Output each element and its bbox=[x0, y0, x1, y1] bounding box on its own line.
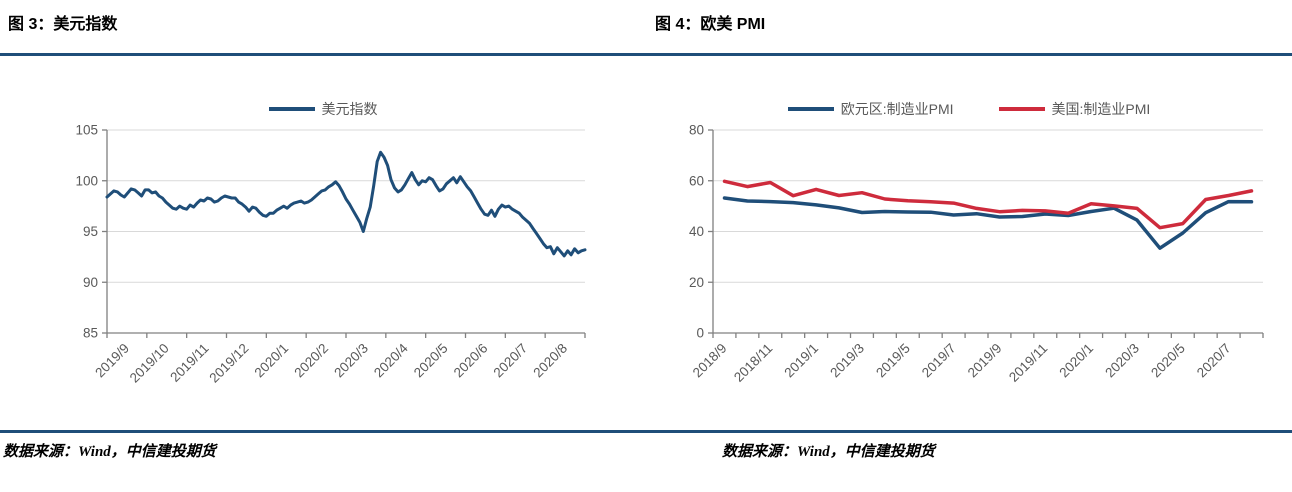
svg-text:2020/8: 2020/8 bbox=[530, 341, 570, 381]
svg-text:20: 20 bbox=[689, 275, 704, 290]
figure4-caption: 图 4：欧美 PMI bbox=[655, 16, 766, 33]
svg-text:2019/11: 2019/11 bbox=[1006, 341, 1050, 385]
us-pmi-line bbox=[722, 179, 1254, 230]
svg-text:100: 100 bbox=[75, 173, 98, 188]
y-axis-labels: 85 90 95 100 105 bbox=[75, 123, 98, 341]
svg-text:85: 85 bbox=[83, 326, 98, 341]
pmi-plot: 0 20 40 60 80 2018/9 2018/11 2019/1 2019/3 2019/5… bbox=[689, 123, 1264, 385]
svg-text:2019/5: 2019/5 bbox=[873, 341, 913, 381]
svg-text:40: 40 bbox=[689, 224, 704, 239]
legend-line-swatch bbox=[998, 107, 1045, 111]
svg-text:2019/12: 2019/12 bbox=[206, 341, 251, 386]
us-pmi-legend-item: 美国:制造业PMI bbox=[998, 99, 1151, 119]
svg-text:105: 105 bbox=[75, 123, 98, 138]
svg-text:2019/9: 2019/9 bbox=[965, 341, 1005, 381]
svg-text:2020/1: 2020/1 bbox=[252, 341, 292, 381]
svg-text:2019/3: 2019/3 bbox=[827, 341, 867, 381]
y-axis-labels: 0 20 40 60 80 bbox=[689, 123, 704, 341]
usd-index-chart: 美元指数 85 90 95 100 105 2019/9 2019/10 2019/11 201… bbox=[0, 56, 646, 404]
svg-text:2018/9: 2018/9 bbox=[690, 341, 730, 381]
svg-text:2020/6: 2020/6 bbox=[451, 341, 491, 381]
legend-line-swatch bbox=[268, 107, 315, 111]
eurozone-pmi-line bbox=[722, 196, 1254, 250]
pmi-legend: 欧元区:制造业PMI 美国:制造业PMI bbox=[646, 96, 1292, 122]
gridlines bbox=[713, 129, 1263, 283]
svg-text:60: 60 bbox=[689, 173, 704, 188]
svg-text:2020/5: 2020/5 bbox=[1148, 341, 1188, 381]
footer-divider bbox=[0, 430, 1292, 433]
svg-text:2020/5: 2020/5 bbox=[411, 341, 451, 381]
eu-us-pmi-chart: 欧元区:制造业PMI 美国:制造业PMI 0 20 40 60 80 2018/9 2018/… bbox=[646, 56, 1292, 404]
figure3-caption: 图 3：美元指数 bbox=[8, 16, 118, 33]
usd-index-legend-item: 美元指数 bbox=[268, 99, 378, 119]
svg-text:2019/7: 2019/7 bbox=[919, 341, 959, 381]
sources-row: 数据来源：Wind，中信建投期货 数据来源：Wind，中信建投期货 bbox=[0, 433, 1292, 461]
svg-text:80: 80 bbox=[689, 123, 704, 138]
svg-text:2020/2: 2020/2 bbox=[291, 341, 331, 381]
usd-index-line bbox=[105, 150, 587, 258]
legend-label: 欧元区:制造业PMI bbox=[840, 101, 954, 117]
legend-line-swatch bbox=[787, 107, 834, 111]
svg-text:2019/10: 2019/10 bbox=[127, 341, 172, 386]
charts-row: 美元指数 85 90 95 100 105 2019/9 2019/10 2019/11 201… bbox=[0, 56, 1292, 404]
svg-text:95: 95 bbox=[83, 224, 98, 239]
svg-text:2020/4: 2020/4 bbox=[371, 340, 411, 380]
header-divider bbox=[0, 53, 1292, 56]
figure-captions-row: 图 3：美元指数 图 4：欧美 PMI bbox=[0, 0, 1292, 53]
axes bbox=[708, 129, 1264, 338]
gridlines bbox=[107, 129, 585, 283]
figure4-source: 数据来源：Wind，中信建投期货 bbox=[722, 444, 935, 460]
svg-text:2020/7: 2020/7 bbox=[491, 341, 531, 381]
figure3-source: 数据来源：Wind，中信建投期货 bbox=[3, 444, 216, 460]
axes bbox=[102, 129, 586, 338]
svg-text:2020/3: 2020/3 bbox=[331, 341, 371, 381]
svg-text:2018/11: 2018/11 bbox=[731, 341, 775, 385]
eurozone-pmi-legend-item: 欧元区:制造业PMI bbox=[787, 99, 954, 119]
svg-text:2019/1: 2019/1 bbox=[781, 341, 821, 381]
svg-text:2019/11: 2019/11 bbox=[167, 341, 211, 385]
svg-text:90: 90 bbox=[83, 275, 98, 290]
svg-text:0: 0 bbox=[696, 326, 704, 341]
svg-text:2020/3: 2020/3 bbox=[1102, 341, 1142, 381]
footer-spacer bbox=[0, 404, 1292, 430]
svg-text:2020/7: 2020/7 bbox=[1194, 341, 1234, 381]
usd-index-legend: 美元指数 bbox=[0, 96, 646, 122]
x-axis-labels: 2018/9 2018/11 2019/1 2019/3 2019/5 2019/7 201… bbox=[690, 341, 1234, 385]
svg-text:2020/1: 2020/1 bbox=[1056, 341, 1096, 381]
legend-label: 美国:制造业PMI bbox=[1051, 101, 1151, 117]
legend-label: 美元指数 bbox=[321, 101, 378, 117]
